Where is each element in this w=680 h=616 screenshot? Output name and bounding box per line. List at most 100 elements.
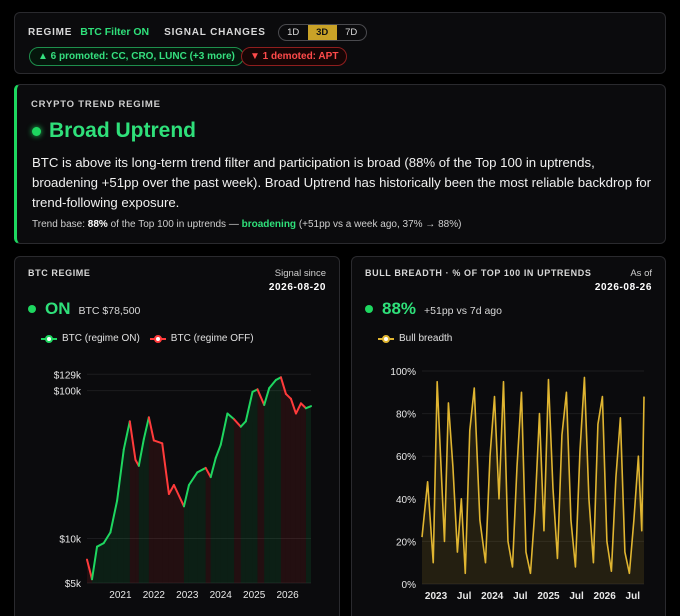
regime-area-segment xyxy=(148,417,154,583)
y-tick-label: 40% xyxy=(396,495,416,506)
y-tick-label: 100% xyxy=(390,367,416,378)
regime-area-segment xyxy=(162,443,169,583)
btc-line-segment-on xyxy=(214,443,222,460)
btc-line-segment-off xyxy=(167,483,175,495)
legend-label: BTC (regime ON) xyxy=(62,333,140,344)
btc-line-segment-on xyxy=(263,387,271,406)
btc-line-segment-off xyxy=(86,558,94,581)
regime-area-segment xyxy=(110,500,118,583)
trend-base-mid: of the Top 100 in uptrends — xyxy=(107,219,242,230)
regime-area-segment xyxy=(117,449,124,583)
btc-line-segment-off xyxy=(256,388,266,406)
legend-item-regime-off[interactable]: BTC (regime OFF) xyxy=(149,333,254,344)
btc-line-segment-off xyxy=(204,466,212,479)
regime-area-segment xyxy=(97,543,104,583)
regime-area-segment xyxy=(183,484,189,583)
period-7d-button[interactable]: 7D xyxy=(345,26,358,38)
btc-line-segment-on xyxy=(137,438,145,467)
btc-line-segment-on xyxy=(226,412,236,421)
legend-swatch-icon xyxy=(378,334,394,344)
btc-status-value: ON xyxy=(45,299,71,318)
x-tick-label: Jul xyxy=(626,591,641,602)
y-tick-label: 80% xyxy=(396,410,416,421)
regime-label: REGIME xyxy=(28,26,73,38)
legend-item-bull-breadth[interactable]: Bull breadth xyxy=(378,333,452,344)
btc-line-segment-off xyxy=(299,402,307,410)
promoted-badge[interactable]: ▲ 6 promoted: CC, CRO, LUNC (+3 more) xyxy=(29,47,244,66)
x-tick-label: Jul xyxy=(569,591,584,602)
btc-line-segment-on xyxy=(219,412,229,446)
regime-area-segment xyxy=(173,484,184,583)
btc-line-segment-on xyxy=(91,545,99,581)
btc-line-segment-off xyxy=(172,483,185,508)
btc-line-segment-on xyxy=(109,499,119,534)
breadth-status: 88% +51pp vs 7d ago xyxy=(365,299,502,319)
regime-area-segment xyxy=(285,393,291,583)
as-of-date: 2026-08-26 xyxy=(594,282,652,293)
y-tick-label: $129k xyxy=(54,370,82,381)
status-dot-icon xyxy=(28,305,36,313)
x-tick-label: 2026 xyxy=(594,591,617,602)
regime-area-segment xyxy=(210,458,216,583)
breadth-area xyxy=(422,377,644,584)
regime-area-segment xyxy=(135,459,139,583)
x-tick-label: 2026 xyxy=(276,590,299,601)
breadth-legend: Bull breadth xyxy=(378,333,462,344)
x-tick-label: 2022 xyxy=(143,590,166,601)
y-tick-label: 20% xyxy=(396,537,416,548)
btc-line-segment-on xyxy=(196,466,207,474)
regime-area-segment xyxy=(138,439,144,583)
regime-kicker: CRYPTO TREND REGIME xyxy=(31,99,161,110)
btc-line-segment-on xyxy=(209,457,217,479)
signal-changes-label: SIGNAL CHANGES xyxy=(164,26,266,38)
btc-line-segment-on xyxy=(187,471,199,486)
trend-regime-card: CRYPTO TREND REGIME Broad Uptrend BTC is… xyxy=(14,84,666,244)
regime-area-segment xyxy=(234,419,241,583)
y-tick-label: $5k xyxy=(65,579,82,590)
regime-area-segment xyxy=(300,403,306,583)
regime-area-segment xyxy=(290,398,296,583)
x-tick-label: 2024 xyxy=(481,591,504,602)
breadth-change: +51pp vs 7d ago xyxy=(424,305,502,317)
signal-since: Signal since 2026-08-20 xyxy=(269,267,326,295)
status-dot-icon xyxy=(32,127,41,136)
btc-line-segment-on xyxy=(304,405,312,410)
btc-status: ON BTC $78,500 xyxy=(28,299,140,319)
btc-price-chart[interactable]: $5k $10k $100k $129k 2021 2022 2023 2024 2025 202… xyxy=(15,257,341,616)
regime-area-segment xyxy=(215,444,221,583)
period-1d-button[interactable]: 1D xyxy=(287,26,300,38)
btc-regime-card: BTC REGIME Signal since 2026-08-20 ON BT… xyxy=(14,256,340,616)
regime-area-segment xyxy=(129,421,136,583)
breadth-line xyxy=(421,376,645,575)
regime-area-segment xyxy=(123,421,130,583)
regime-area-segment xyxy=(103,532,111,583)
regime-area-segment xyxy=(205,467,211,583)
btc-line-segment-on xyxy=(142,416,150,441)
regime-area-segment xyxy=(188,472,198,583)
trend-base-direction: broadening xyxy=(241,219,297,230)
regime-area-segment xyxy=(197,467,206,583)
signal-since-label: Signal since xyxy=(274,268,326,279)
legend-swatch-icon xyxy=(149,334,166,344)
x-tick-label: 2025 xyxy=(243,590,266,601)
x-tick-label: Jul xyxy=(457,591,472,602)
legend-item-regime-on[interactable]: BTC (regime ON) xyxy=(41,333,140,344)
period-3d-button[interactable]: 3D xyxy=(307,24,337,40)
trend-base-line: Trend base: 88% of the Top 100 in uptren… xyxy=(32,219,461,230)
as-of: As of 2026-08-26 xyxy=(595,267,652,295)
btc-line-segment-off xyxy=(152,439,164,445)
btc-line-segment-on xyxy=(239,420,247,428)
regime-area-segment xyxy=(143,417,149,583)
regime-area-segment xyxy=(227,413,235,583)
y-tick-label: $100k xyxy=(54,387,82,398)
btc-line-segment-on xyxy=(96,542,105,548)
demoted-badge[interactable]: ▼ 1 demoted: APT xyxy=(241,47,348,66)
signal-since-date: 2026-08-20 xyxy=(268,282,326,293)
legend-label: BTC (regime OFF) xyxy=(170,333,254,344)
btc-line-segment-on xyxy=(268,378,277,390)
btc-line-segment-on xyxy=(182,483,190,508)
regime-area-segment xyxy=(240,421,246,583)
breadth-chart[interactable]: 0% 20% 40% 60% 80% 100% 2023 Jul 2024 Jul 2025 Jul 2… xyxy=(352,257,667,616)
regime-area-segment xyxy=(275,377,281,583)
as-of-label: As of xyxy=(630,268,652,279)
